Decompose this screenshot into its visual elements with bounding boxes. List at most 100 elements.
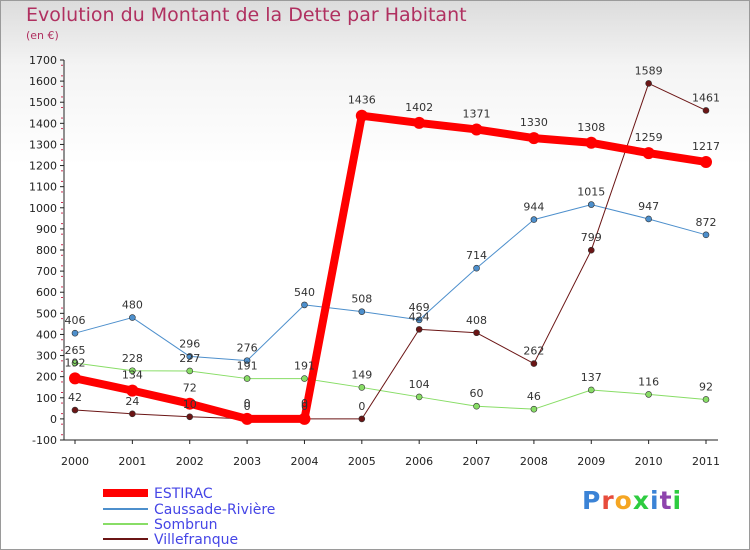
y-tick-label: 700	[36, 265, 57, 278]
y-tick-label: 500	[36, 307, 57, 320]
data-point	[298, 412, 311, 425]
data-label: 540	[294, 286, 315, 299]
data-point	[587, 201, 595, 208]
data-label: 104	[409, 378, 430, 391]
data-point	[473, 264, 480, 272]
data-point	[413, 116, 426, 129]
data-label: 191	[237, 360, 258, 373]
data-label: 296	[179, 337, 200, 350]
data-point	[71, 406, 79, 414]
data-point	[183, 397, 196, 410]
data-point	[645, 80, 652, 87]
data-label: 1015	[577, 186, 605, 199]
data-label: 0	[301, 397, 308, 410]
data-label: 1259	[635, 131, 663, 144]
chart-title: Evolution du Montant de la Dette par Hab…	[26, 4, 467, 26]
y-tick-label: 200	[36, 371, 57, 384]
data-point	[186, 353, 194, 360]
data-label: 42	[68, 391, 82, 404]
y-tick-label: 1000	[29, 202, 57, 215]
data-point	[358, 308, 366, 315]
series-line-caussade-rivière	[74, 204, 707, 362]
x-tick-label: 2011	[692, 455, 720, 468]
y-tick-label: 1200	[29, 160, 57, 173]
y-tick-label: 800	[36, 244, 57, 257]
legend-label: Sombrun	[154, 517, 217, 533]
y-tick-label: 400	[36, 328, 57, 341]
x-tick-label: 2001	[118, 455, 146, 468]
x-tick-label: 2010	[635, 455, 663, 468]
data-point	[530, 360, 538, 367]
data-label: 714	[466, 249, 487, 262]
data-label: 408	[466, 314, 487, 327]
data-point	[473, 402, 480, 410]
data-label: 944	[523, 201, 544, 214]
data-point	[587, 386, 595, 394]
data-label: 1308	[577, 121, 605, 134]
data-point	[358, 415, 366, 423]
y-tick-label: 1700	[29, 54, 57, 67]
y-tick-label: 300	[36, 350, 57, 363]
y-tick-label: 1400	[29, 117, 57, 130]
data-point	[129, 314, 136, 321]
legend-label: ESTIRAC	[154, 486, 213, 502]
data-label: 406	[65, 314, 86, 327]
data-label: 228	[122, 352, 143, 365]
data-point	[129, 367, 136, 375]
data-label: 0	[301, 400, 308, 413]
y-tick-label: 900	[36, 223, 57, 236]
x-tick-label: 2009	[577, 455, 605, 468]
logo-letter: t	[659, 486, 673, 515]
data-label: 1402	[405, 101, 433, 114]
data-point	[355, 109, 368, 122]
data-point	[587, 246, 595, 254]
x-tick-label: 2007	[463, 455, 491, 468]
data-point	[702, 107, 710, 114]
data-label: 262	[523, 345, 544, 358]
proxiti-logo: Proxiti	[582, 486, 682, 515]
data-point	[241, 412, 254, 425]
logo-letter: r	[601, 486, 615, 515]
data-label: 424	[409, 310, 430, 323]
data-label: 1436	[348, 94, 376, 107]
legend: ESTIRACCaussade-RivièreSombrunVillefranq…	[103, 486, 275, 548]
series-line-sombrun	[74, 362, 707, 410]
logo-letter: x	[632, 486, 650, 515]
data-point	[642, 147, 655, 160]
data-label: 1371	[463, 107, 491, 120]
x-tick-label: 2002	[176, 455, 204, 468]
data-point	[527, 132, 540, 145]
data-label: 134	[122, 369, 143, 382]
data-point	[700, 155, 712, 168]
y-tick-label: 1100	[29, 181, 57, 194]
data-labels: 192 134 72 0 0 1436 1402 1371 1330 1308 1259 1217 40…	[65, 64, 721, 412]
data-point	[71, 329, 79, 337]
chart-subtitle: (en €)	[26, 29, 59, 42]
y-tick-label: 600	[36, 286, 57, 299]
data-point	[415, 316, 423, 324]
data-label: 46	[527, 390, 541, 403]
data-point	[186, 413, 194, 421]
data-label: 192	[65, 356, 86, 369]
y-tick-label: 1500	[29, 96, 57, 109]
data-label: 1217	[692, 140, 720, 153]
data-point	[301, 301, 308, 309]
x-tick-label: 2004	[290, 455, 318, 468]
axes: -100010020030040050060070080090010001100…	[29, 54, 720, 468]
series-line-villefranque	[74, 82, 707, 420]
data-label: 0	[358, 400, 365, 413]
data-point	[69, 372, 81, 385]
data-point	[415, 326, 423, 333]
data-label: 508	[351, 293, 372, 306]
data-label: 469	[409, 301, 430, 314]
x-tick-label: 2005	[348, 455, 376, 468]
data-label: 149	[351, 368, 372, 381]
data-label: 227	[179, 352, 200, 365]
data-point	[702, 231, 710, 239]
data-label: 480	[122, 299, 143, 312]
x-tick-label: 2006	[405, 455, 433, 468]
data-label: 872	[696, 216, 717, 229]
data-label: 92	[699, 380, 713, 393]
data-point	[243, 357, 251, 364]
